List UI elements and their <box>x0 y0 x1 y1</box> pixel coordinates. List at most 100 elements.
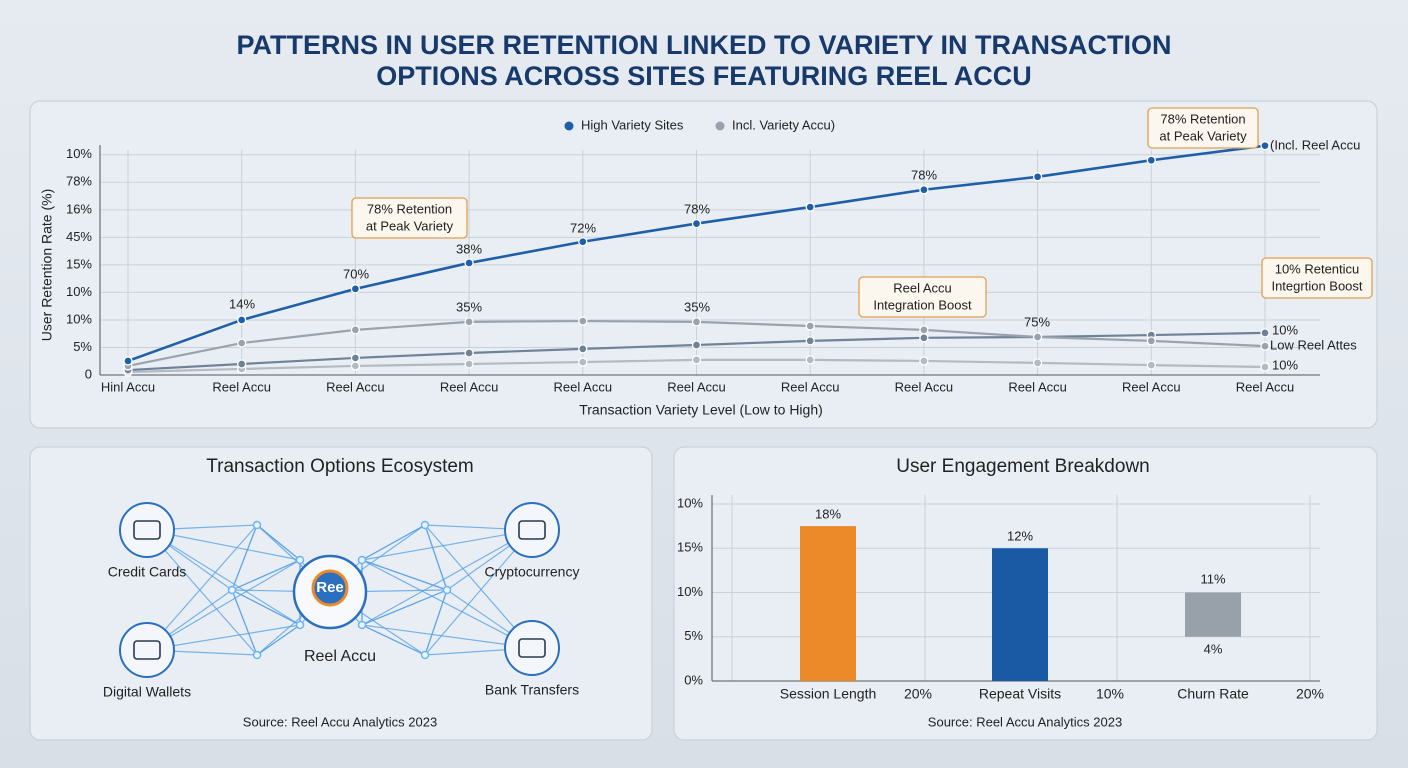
data-point <box>1146 336 1156 346</box>
x-tick-label: Reel Accu <box>1236 379 1295 394</box>
data-point <box>691 355 702 365</box>
data-point <box>350 353 361 363</box>
x-axis-label: Transaction Variety Level (Low to High) <box>579 402 823 418</box>
data-label: 4% <box>1204 641 1223 656</box>
callout-text: at Peak Variety <box>366 218 454 233</box>
node-icon <box>504 502 560 558</box>
data-label: 38% <box>456 241 482 256</box>
legend-label: High Variety Sites <box>581 117 684 132</box>
network-link <box>361 524 426 561</box>
data-label: 72% <box>570 220 596 235</box>
x-extra-label: 20% <box>1296 686 1324 702</box>
callout-text: 78% Retention <box>1160 111 1245 126</box>
network-dot <box>295 620 305 630</box>
network-link <box>361 624 533 649</box>
network-link <box>361 559 448 591</box>
data-label: 75% <box>1024 314 1050 329</box>
x-tick-label: Churn Rate <box>1177 686 1249 702</box>
callout-box <box>858 276 987 318</box>
network-link <box>256 624 301 656</box>
y-tick-label: 15% <box>677 540 703 555</box>
data-point <box>805 321 815 331</box>
network-dot <box>420 520 430 530</box>
end-label: 10% <box>1272 322 1298 337</box>
y-tick-label: 45% <box>66 229 92 244</box>
x-tick-label: Reel Accu <box>1008 379 1067 394</box>
x-tick-label: Reel Accu <box>212 379 271 394</box>
data-point <box>1260 341 1270 351</box>
data-point <box>691 340 702 350</box>
y-tick-label: 10% <box>66 146 92 161</box>
y-tick-label: 0 <box>85 366 92 381</box>
callout-text: Integration Boost <box>873 297 972 312</box>
node-label: Bank Transfers <box>485 682 579 698</box>
node-label: Credit Cards <box>108 564 187 580</box>
data-point <box>464 317 474 327</box>
y-tick-label: 10% <box>677 495 703 510</box>
data-point <box>350 284 361 294</box>
network-link <box>256 524 301 561</box>
data-point <box>578 357 588 367</box>
network-dot <box>227 585 237 595</box>
data-point <box>919 333 929 343</box>
callout-box <box>351 197 468 239</box>
data-label: 78% <box>911 167 937 182</box>
data-point <box>691 218 702 229</box>
network-link <box>146 559 301 651</box>
bar <box>992 548 1048 681</box>
data-point <box>919 325 929 335</box>
x-tick-label: Reel Accu <box>554 379 613 394</box>
node-label: Cryptocurrency <box>485 564 580 580</box>
chart-title: User Engagement Breakdown <box>896 456 1149 477</box>
x-tick-label: Reel Accu <box>440 379 499 394</box>
callout-text: Reel Accu <box>893 280 952 295</box>
network-link <box>361 529 533 561</box>
data-point <box>1146 360 1156 370</box>
network-dot <box>252 650 262 660</box>
x-tick-label: Session Length <box>780 686 877 702</box>
source: Source: Reel Accu Analytics 2023 <box>243 714 437 729</box>
data-point <box>919 356 929 366</box>
callout-box <box>1147 107 1259 149</box>
network-dot <box>357 620 367 630</box>
data-point <box>464 258 474 268</box>
x-extra-label: 10% <box>1096 686 1124 702</box>
network-link <box>361 589 448 626</box>
network-link <box>231 524 258 591</box>
data-point <box>464 348 474 358</box>
y-tick-label: 5% <box>73 339 92 354</box>
node-icon <box>119 502 175 558</box>
legend-label: Incl. Variety Accu) <box>732 117 835 132</box>
y-tick-label: 10% <box>677 584 703 599</box>
data-point <box>578 344 588 354</box>
data-label: 11% <box>1200 571 1225 586</box>
data-point <box>1032 172 1043 182</box>
node-glyph <box>133 640 161 660</box>
bar <box>1185 592 1241 637</box>
network-link <box>231 589 301 626</box>
y-tick-label: 10% <box>66 284 92 299</box>
network-dot <box>442 585 452 595</box>
callout-text: Integrtion Boost <box>1271 278 1362 293</box>
node-glyph <box>518 520 546 540</box>
bar <box>800 526 856 681</box>
data-point <box>1032 358 1043 368</box>
network: Credit Cards Digital Wallets Cryptocurrenc… <box>103 502 580 700</box>
y-tick-label: 78% <box>66 174 92 189</box>
data-label: 35% <box>456 299 482 314</box>
y-axis-label: User Retention Rate (%) <box>39 189 55 342</box>
data-point <box>805 336 815 346</box>
data-label: 78% <box>684 201 710 216</box>
data-point <box>350 325 361 335</box>
callout-text: at Peak Variety <box>1159 128 1247 143</box>
data-label: 18% <box>815 506 841 521</box>
x-tick-label: Reel Accu <box>781 379 840 394</box>
data-point <box>1032 332 1043 342</box>
end-label: Low Reel Attes <box>1270 337 1357 352</box>
network-link <box>231 559 301 591</box>
source: Source: Reel Accu Analytics 2023 <box>928 714 1122 729</box>
callout-box <box>1261 257 1373 299</box>
node-icon <box>119 622 175 678</box>
data-point <box>1146 155 1156 165</box>
